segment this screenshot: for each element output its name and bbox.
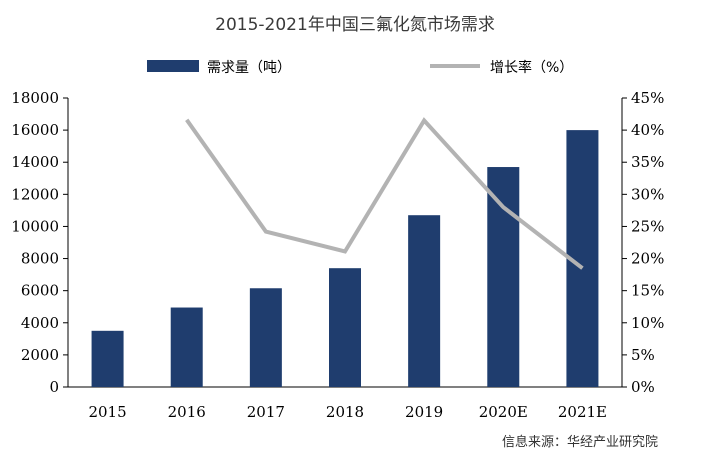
left-tick-label: 0: [49, 378, 59, 396]
x-tick-label: 2018: [326, 403, 364, 421]
right-tick-label: 0%: [631, 378, 655, 396]
bar-2015: [91, 330, 124, 387]
right-tick-label: 45%: [631, 89, 664, 107]
legend-swatch-bar: [147, 60, 199, 72]
right-tick-label: 35%: [631, 153, 664, 171]
x-ticks: 2015 2016 2017 2018 2019 2020E 2021E: [88, 403, 607, 421]
left-tick-label: 6000: [21, 282, 59, 300]
bar-2016: [170, 307, 203, 387]
growth-rate-line: [185, 117, 584, 270]
left-tick-label: 16000: [11, 121, 59, 139]
right-tick-label: 25%: [631, 217, 664, 235]
line-series: [185, 117, 584, 270]
left-y-ticks: 0 2000 4000 6000 8000 10000 12000 14000 16000 180…: [11, 89, 68, 396]
legend-label-bar: 需求量（吨）: [207, 60, 291, 76]
right-tick-label: 5%: [631, 346, 655, 364]
bar-2020E: [487, 167, 520, 387]
x-tick-label: 2019: [405, 403, 443, 421]
plot-area: 0 2000 4000 6000 8000 10000 12000 14000 16000 180…: [11, 89, 664, 421]
left-tick-label: 14000: [11, 153, 59, 171]
left-tick-label: 2000: [21, 346, 59, 364]
bar-series: [91, 130, 599, 387]
legend: 需求量（吨） 增长率（%）: [147, 59, 573, 76]
right-tick-label: 30%: [631, 185, 664, 203]
right-tick-label: 10%: [631, 314, 664, 332]
x-tick-label: 2015: [88, 403, 126, 421]
bar-2017: [249, 288, 282, 387]
source-note: 信息来源：华经产业研究院: [502, 434, 658, 450]
chart-title: 2015-2021年中国三氟化氮市场需求: [215, 15, 495, 35]
left-tick-label: 8000: [21, 250, 59, 268]
bar-2019: [408, 215, 441, 387]
x-tick-label: 2017: [247, 403, 285, 421]
legend-label-line: 增长率（%）: [490, 59, 573, 76]
left-tick-label: 10000: [11, 217, 59, 235]
left-tick-label: 18000: [11, 89, 59, 107]
right-tick-label: 15%: [631, 282, 664, 300]
x-tick-label: 2020E: [479, 403, 528, 421]
left-tick-label: 4000: [21, 314, 59, 332]
right-y-ticks: 0% 5% 10% 15% 20% 25% 30% 35% 40% 45%: [622, 89, 664, 396]
right-tick-label: 40%: [631, 121, 664, 139]
left-tick-label: 12000: [11, 185, 59, 203]
right-tick-label: 20%: [631, 250, 664, 268]
x-tick-label: 2016: [168, 403, 206, 421]
bar-2018: [329, 268, 361, 387]
x-tick-label: 2021E: [558, 403, 607, 421]
